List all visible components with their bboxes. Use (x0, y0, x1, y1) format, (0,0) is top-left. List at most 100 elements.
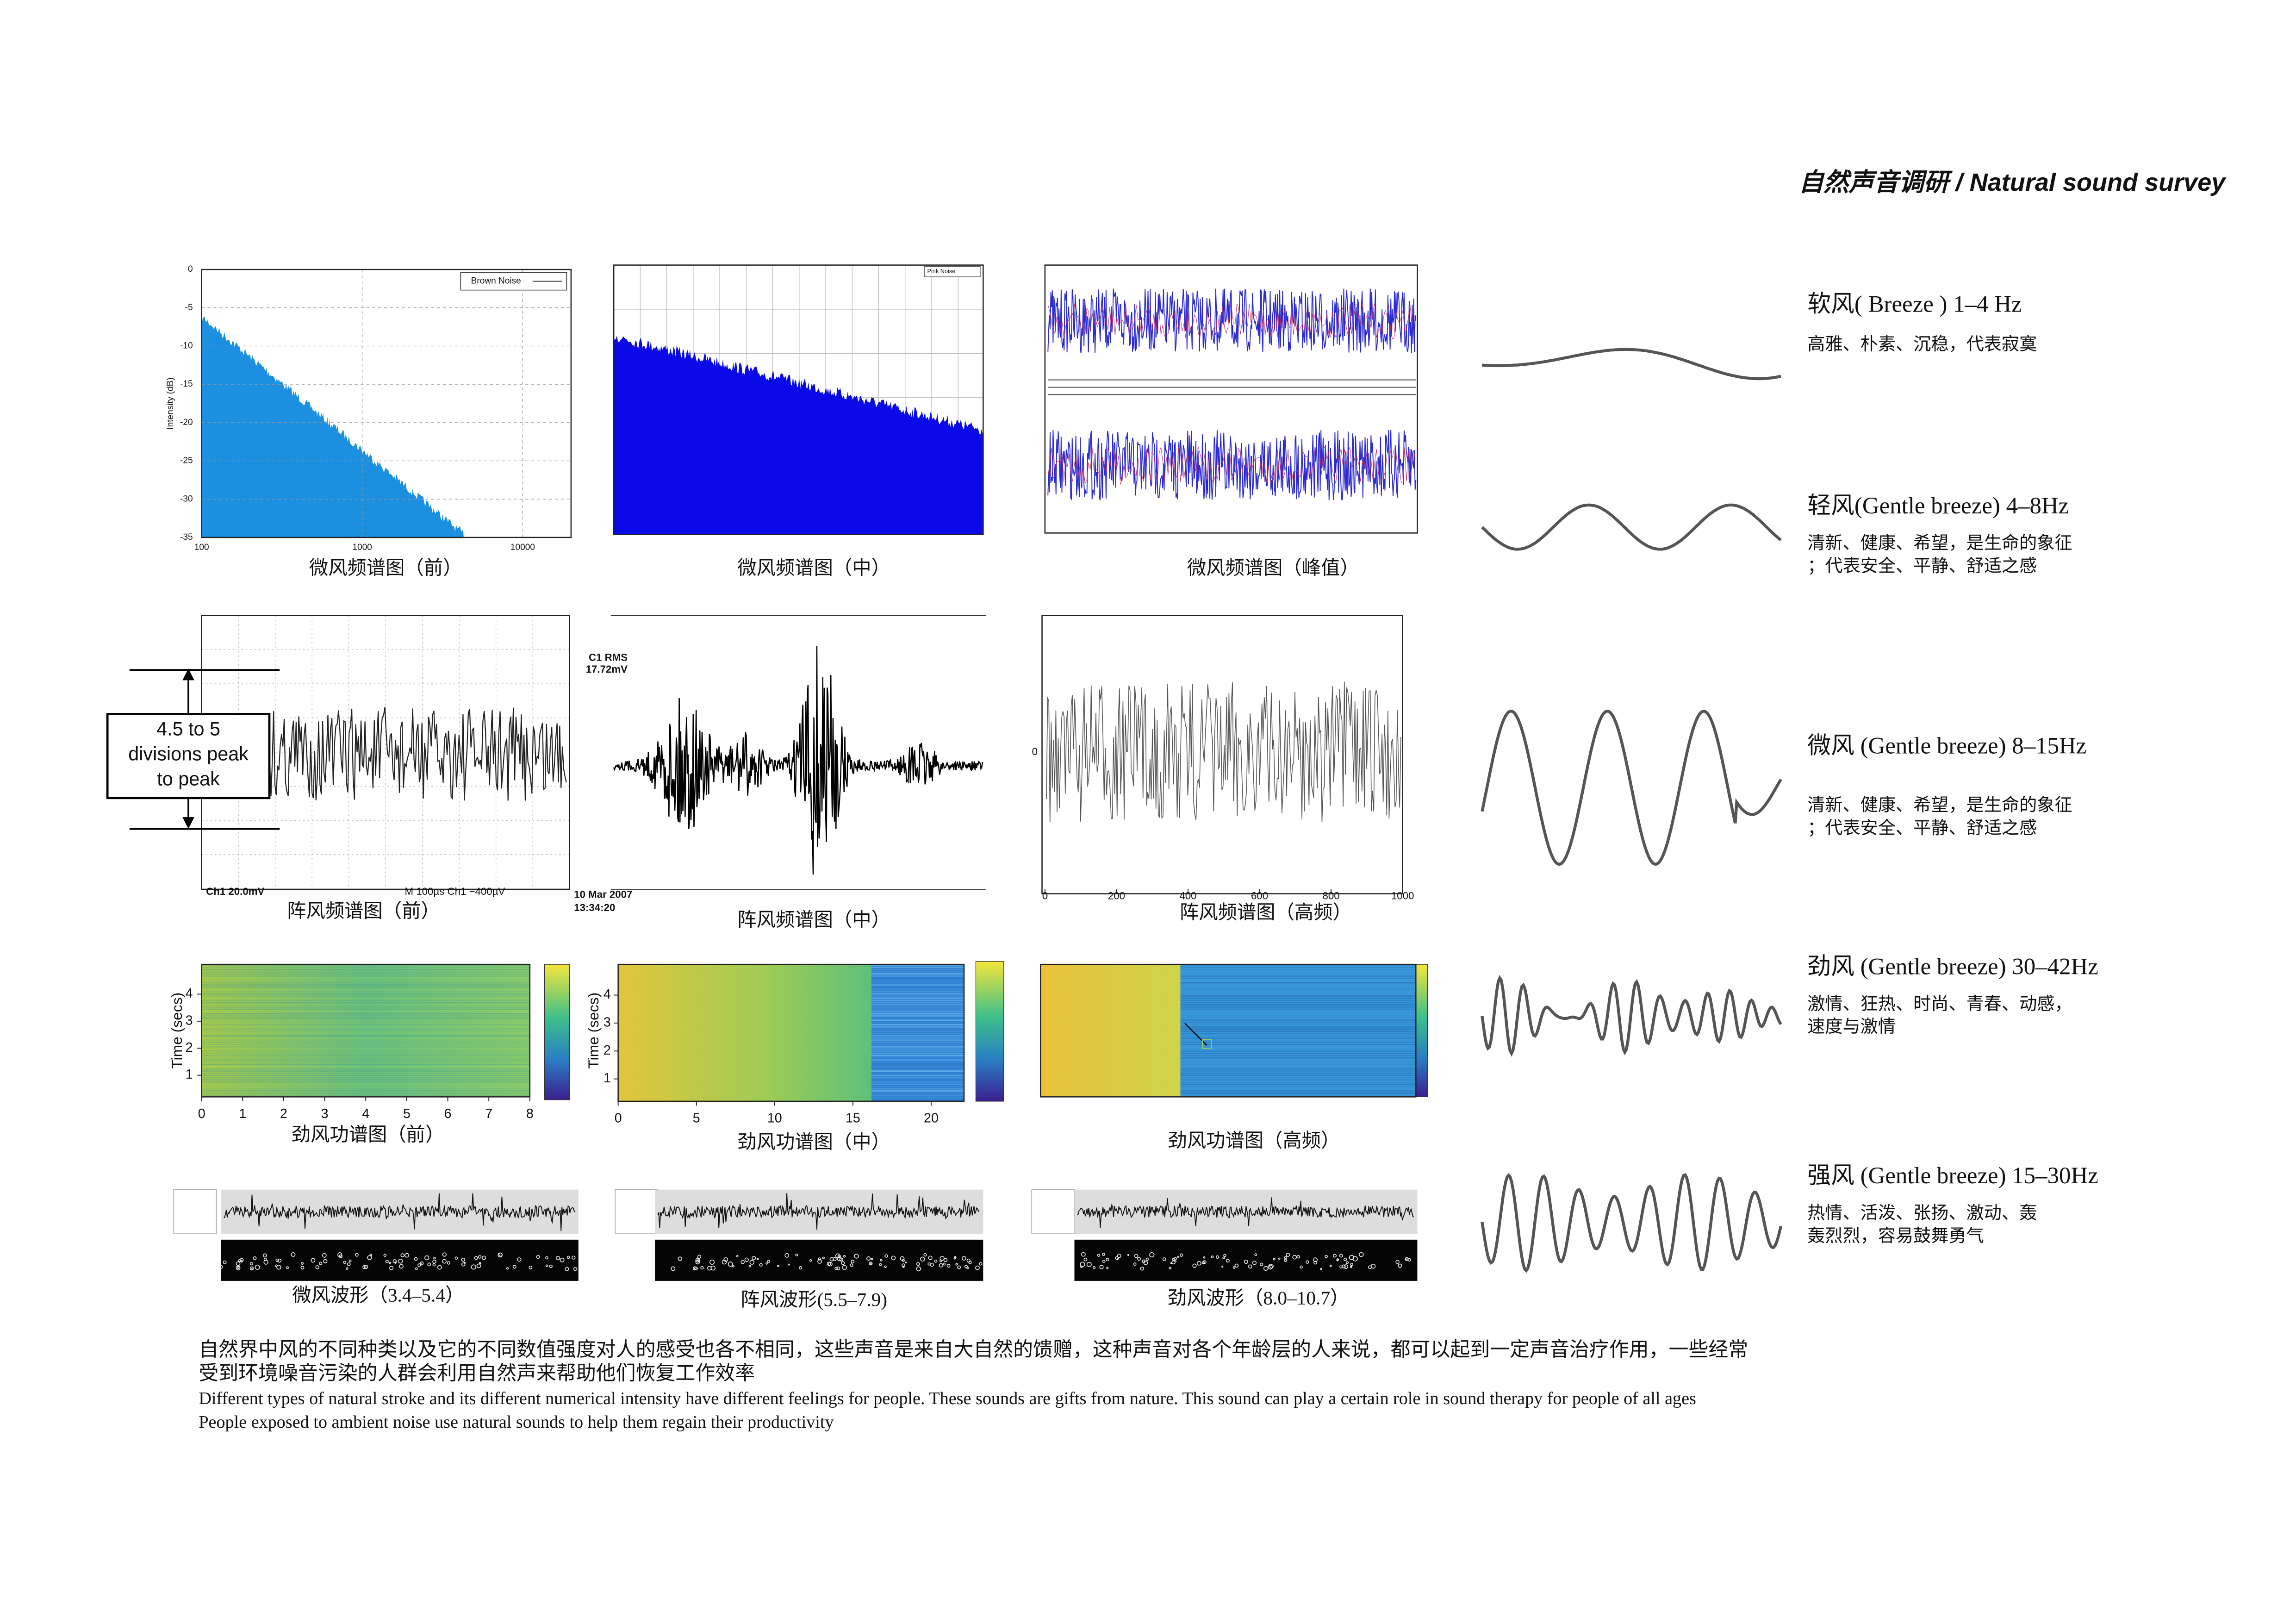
strip-dot (389, 1262, 391, 1264)
x-tick-label: 100 (194, 543, 209, 552)
strip-dot (839, 1257, 844, 1262)
spectrogram-stripe (201, 1022, 530, 1024)
strip-dot (923, 1253, 927, 1257)
strip-dot (517, 1257, 522, 1262)
strip-dot (1234, 1263, 1239, 1268)
strip-dot (1329, 1265, 1332, 1268)
spectrogram-stripe (871, 1024, 964, 1026)
strip-dot (1117, 1254, 1121, 1258)
spectrogram-stripe (871, 1094, 964, 1096)
wind-wave (1481, 975, 1782, 1057)
strip-dot (842, 1265, 847, 1270)
spectrogram-stripe (201, 1057, 530, 1059)
strip-dot (1350, 1262, 1353, 1266)
spectrogram-stripe (871, 1057, 964, 1059)
plot-frame (1041, 615, 1403, 894)
paragraph-en: Different types of natural stroke and it… (199, 1389, 1696, 1408)
strip-dot (343, 1261, 347, 1264)
spectrum-area (614, 336, 983, 535)
strip-dot (1346, 1261, 1349, 1264)
spectrogram-stripe (1180, 1004, 1416, 1006)
strip-dot (442, 1252, 447, 1257)
legend-label: Pink Noise (927, 268, 955, 275)
spectrogram-stripe (201, 1042, 530, 1043)
strip-dot (1102, 1253, 1105, 1256)
strip-dot (916, 1262, 920, 1266)
strip-dot (765, 1262, 768, 1265)
strip-dot (748, 1265, 751, 1268)
strip-bg (221, 1189, 579, 1234)
spectrogram-stripe (871, 1074, 964, 1076)
spectrogram-stripe (871, 1092, 964, 1094)
spectrogram-stripe (1180, 1022, 1416, 1024)
legend-box (924, 266, 981, 277)
strip-dot (464, 1262, 466, 1264)
strip-dot (707, 1266, 712, 1271)
spectrogram-stripe (871, 1081, 964, 1083)
plot-frame (613, 264, 984, 535)
strip-dot (1232, 1266, 1236, 1269)
spectrogram-stripe (871, 1050, 964, 1052)
strip-dot (1226, 1259, 1230, 1263)
strip-dot (236, 1265, 241, 1270)
strip-dot (1244, 1259, 1248, 1264)
spectrogram-stripe (1180, 1072, 1416, 1074)
strip-dot (364, 1264, 368, 1269)
x-tick-label: 5 (403, 1106, 411, 1121)
figure-caption: 劲风功谱图（中） (737, 1131, 890, 1153)
strip-dot (318, 1262, 323, 1265)
strip-dot (263, 1253, 267, 1258)
spectrogram-stripe (1180, 1092, 1416, 1094)
x-tick-label: 1 (239, 1106, 246, 1121)
spectrogram-stripe (871, 1022, 964, 1024)
strip-wave (657, 1193, 980, 1230)
spectrogram-stripe (201, 1072, 530, 1074)
spectrogram-stripe (1180, 966, 1416, 968)
strip-dot (1192, 1263, 1197, 1268)
strip-dot (884, 1254, 888, 1258)
spectrogram (1040, 964, 1181, 1097)
spectrogram-stripe (201, 966, 530, 968)
x-tick-label: 400 (1179, 890, 1196, 902)
thumbnail (615, 1189, 659, 1234)
spectrogram-stripe (201, 1068, 530, 1070)
wind-description: 清新、健康、希望，是生命的象征 (1807, 795, 2072, 815)
strip-wave (1077, 1197, 1414, 1228)
strip-dot (471, 1264, 476, 1270)
spectrogram-stripe (1180, 1059, 1416, 1061)
spectrogram-stripe (201, 1008, 530, 1010)
spectrogram-stripe (1180, 1039, 1416, 1041)
plot-frame (201, 269, 572, 538)
x-tick-label: 7 (485, 1106, 492, 1121)
strip-dot (219, 1265, 223, 1269)
x-tick-label: 200 (1108, 890, 1125, 902)
strip-dot (461, 1262, 466, 1267)
arrow-head (182, 817, 194, 829)
strip-dot (1339, 1254, 1343, 1258)
spectrogram-stripe (201, 1092, 530, 1094)
strip-dot (277, 1258, 282, 1263)
signal-band (1047, 303, 1416, 339)
strip-dot (709, 1259, 715, 1265)
spectrogram-stripe (1180, 977, 1416, 979)
strip-dot (479, 1262, 481, 1264)
strip-dot (1221, 1265, 1224, 1268)
spectrogram-stripe (871, 1052, 964, 1055)
strip-dot (1140, 1266, 1145, 1271)
spectrogram-stripe (202, 978, 530, 979)
spectrogram-stripe (201, 1031, 530, 1032)
spectrogram-stripe (871, 1042, 964, 1043)
spectrogram-stripe (1180, 1037, 1416, 1039)
strip-dot (1395, 1260, 1400, 1264)
strip-dot (943, 1258, 948, 1262)
strip-dot (836, 1266, 840, 1270)
y-tick-label: 2 (604, 1043, 611, 1058)
y-tick-label: 1 (186, 1067, 193, 1082)
strip-dot (946, 1264, 951, 1268)
spectrogram-stripe (201, 984, 530, 986)
pointer-arrow (1184, 1023, 1207, 1046)
strip-dot (414, 1257, 418, 1261)
spectrogram-stripe (871, 1035, 964, 1037)
strip-dot (433, 1256, 436, 1260)
strip-dot (939, 1263, 943, 1268)
